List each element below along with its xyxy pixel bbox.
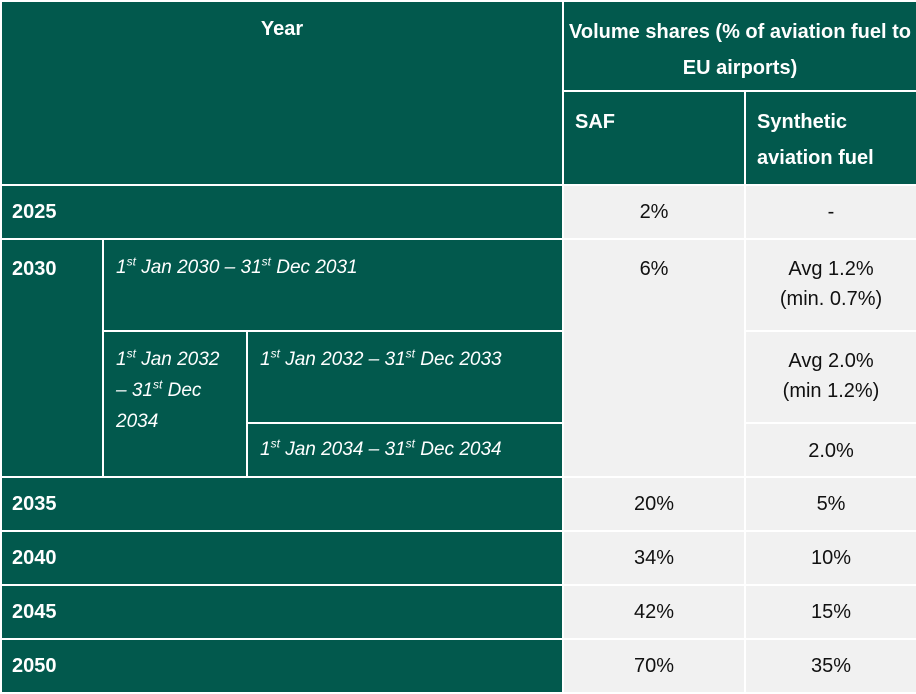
table-row: 2050 70% 35% xyxy=(0,638,916,694)
period-2034: 1st Jan 2034 – 31st Dec 2034 xyxy=(245,422,565,478)
year-cell: 2040 xyxy=(0,530,565,586)
saf-value: 42% xyxy=(562,584,747,640)
synthetic-value: 10% xyxy=(744,530,916,586)
year-cell: 2045 xyxy=(0,584,565,640)
year-cell: 2050 xyxy=(0,638,565,694)
saf-value: 2% xyxy=(562,184,747,240)
synthetic-value: 2.0% xyxy=(744,422,916,478)
year-cell: 2025 xyxy=(0,184,565,240)
saf-value: 34% xyxy=(562,530,747,586)
period-2030-2031: 1st Jan 2030 – 31st Dec 2031 xyxy=(101,238,565,332)
synthetic-value: - xyxy=(744,184,916,240)
period-2032-2033: 1st Jan 2032 – 31st Dec 2033 xyxy=(245,330,565,424)
synthetic-value: 5% xyxy=(744,476,916,532)
saf-value: 20% xyxy=(562,476,747,532)
synthetic-column-header: Synthetic aviation fuel xyxy=(744,90,916,186)
saf-value: 70% xyxy=(562,638,747,694)
volume-shares-header: Volume shares (% of aviation fuel to EU … xyxy=(562,0,916,92)
synthetic-value: Avg 1.2% (min. 0.7%) xyxy=(744,238,916,332)
table-row: 2045 42% 15% xyxy=(0,584,916,640)
year-cell: 2030 xyxy=(0,238,104,478)
period-2032-2034: 1st Jan 2032– 31st Dec 2034 xyxy=(102,330,248,478)
year-cell: 2035 xyxy=(0,476,565,532)
table-row: 1st Jan 2034 – 31st Dec 2034 2.0% xyxy=(1,422,916,478)
table-row: 2025 2% - xyxy=(0,184,916,240)
table-row: 2030 1st Jan 2030 – 31st Dec 2031 6% Avg… xyxy=(0,238,916,478)
table-row: 2035 20% 5% xyxy=(0,476,916,532)
table-row: 2040 34% 10% xyxy=(0,530,916,586)
year-column-header: Year xyxy=(0,0,565,186)
table-row: 1st Jan 2032– 31st Dec 2034 1st Jan 2032 … xyxy=(1,330,916,478)
saf-value: 6% xyxy=(562,238,747,478)
synthetic-value: 35% xyxy=(744,638,916,694)
saf-column-header: SAF xyxy=(562,90,747,186)
synthetic-value: 15% xyxy=(744,584,916,640)
synthetic-value: Avg 2.0% (min 1.2%) xyxy=(744,330,916,424)
